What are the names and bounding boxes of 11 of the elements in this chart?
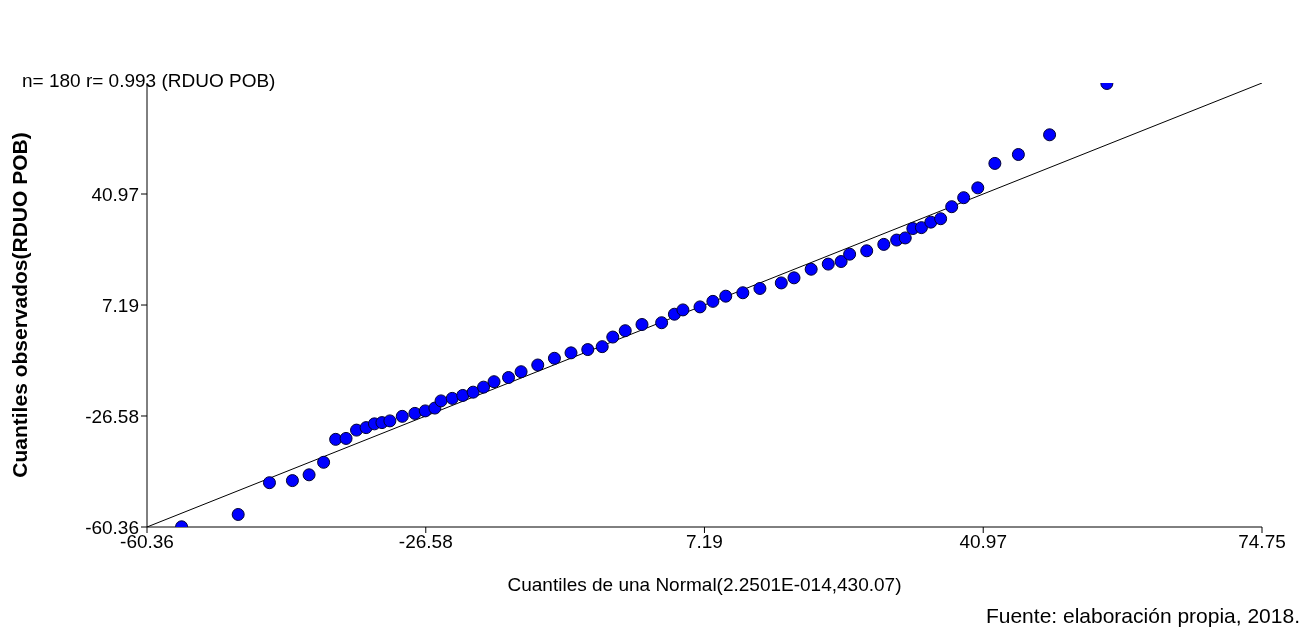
y-axis-title: Cuantiles observados(RDUO POB) — [8, 132, 32, 478]
x-tick-label: 7.19 — [685, 531, 723, 553]
source-note: Fuente: elaboración propia, 2018. — [985, 604, 1300, 628]
x-tick-label: 40.97 — [959, 531, 1007, 553]
y-tick-label: 7.19 — [102, 294, 139, 316]
x-tick-label: 74.75 — [1238, 531, 1286, 553]
x-tick-label: -26.58 — [398, 531, 453, 553]
y-tick-label: 40.97 — [91, 183, 139, 205]
y-tick-label: -26.58 — [85, 405, 139, 427]
chart-title: n= 180 r= 0.993 (RDUO POB) — [22, 70, 276, 92]
x-axis-title: Cuantiles de una Normal(2.2501E-014,430.07) — [507, 574, 902, 595]
